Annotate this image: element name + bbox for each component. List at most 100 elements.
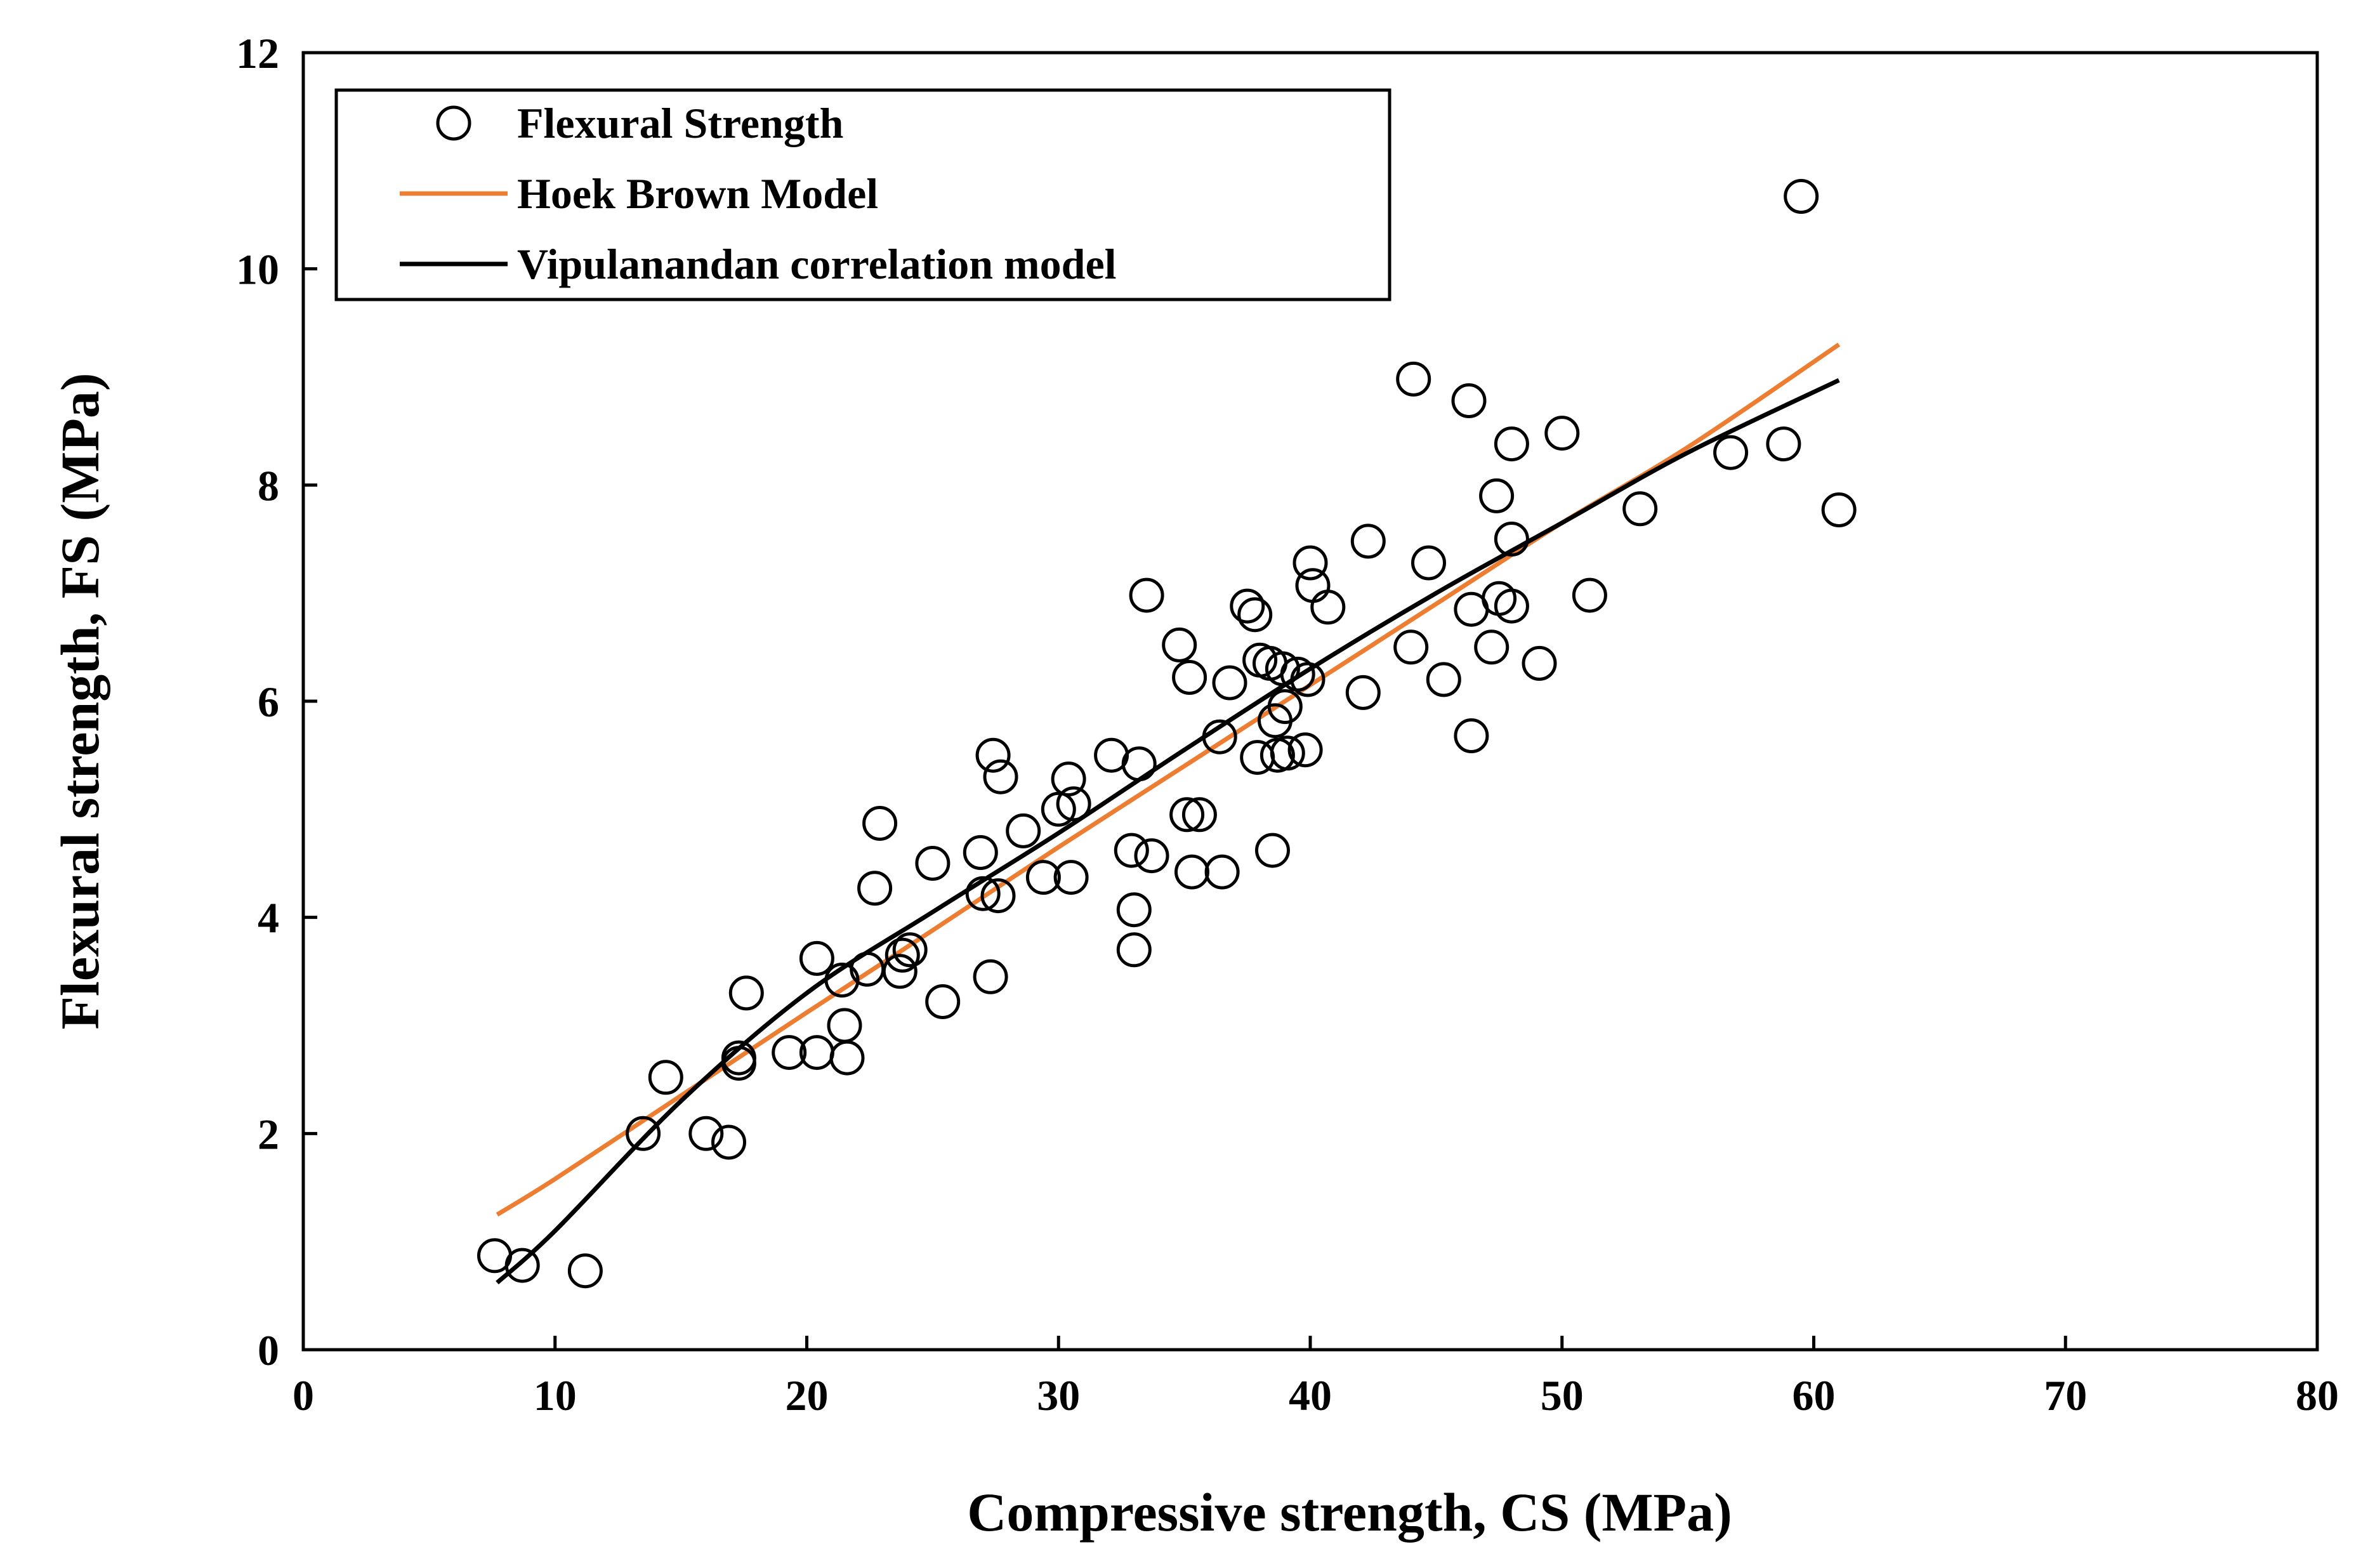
data-point <box>1454 718 1489 753</box>
data-point <box>1116 892 1152 928</box>
data-point <box>1053 860 1089 895</box>
data-point <box>1494 426 1529 462</box>
data-point <box>829 1040 865 1076</box>
data-point <box>1270 735 1305 771</box>
data-point <box>1474 629 1510 665</box>
data-point <box>1129 577 1164 613</box>
data-point <box>1202 719 1237 754</box>
y-tick-label: 8 <box>258 461 279 510</box>
data-point <box>1345 675 1381 710</box>
data-point <box>1451 383 1487 418</box>
legend-box <box>334 88 1391 301</box>
y-axis-ticks: 0 2 4 6 8 10 12 <box>236 29 317 1374</box>
data-point <box>1396 361 1431 397</box>
y-axis-title: Flexural strength, FS (MPa) <box>49 372 110 1029</box>
data-point <box>1290 662 1325 697</box>
y-tick-label: 0 <box>258 1326 279 1374</box>
data-point <box>965 876 1001 911</box>
data-point <box>1713 435 1749 470</box>
data-point <box>648 1060 683 1095</box>
data-point <box>980 878 1016 914</box>
data-point <box>721 1040 756 1076</box>
data-point <box>892 932 928 968</box>
data-point <box>1255 833 1290 868</box>
x-tick-label: 30 <box>1037 1371 1080 1420</box>
data-point <box>1134 838 1169 874</box>
legend-label-vipulanandan: Vipulanandan correlation model <box>517 240 1117 288</box>
data-point <box>1041 791 1076 827</box>
legend: Flexural Strength Hoek Brown Model Vipul… <box>334 88 1391 301</box>
x-tick-label: 60 <box>1792 1371 1836 1420</box>
data-point <box>1025 860 1061 895</box>
data-point <box>1172 660 1207 695</box>
model-lines <box>496 343 1841 1285</box>
x-tick-label: 50 <box>1541 1371 1584 1420</box>
data-point <box>1350 524 1386 559</box>
y-tick-label: 2 <box>258 1110 279 1158</box>
data-point <box>772 1035 807 1071</box>
data-point <box>1265 651 1300 687</box>
data-point <box>1169 797 1205 833</box>
data-point <box>1766 426 1801 462</box>
data-point <box>862 806 898 841</box>
x-tick-label: 80 <box>2296 1371 2339 1420</box>
data-point <box>983 759 1018 794</box>
x-tick-label: 20 <box>786 1371 829 1420</box>
data-point <box>1006 813 1041 848</box>
legend-marker-flexural <box>436 105 471 141</box>
data-point <box>504 1248 540 1283</box>
x-tick-label: 10 <box>534 1371 577 1420</box>
data-point <box>1181 797 1217 833</box>
data-point <box>1267 689 1303 724</box>
data-point <box>963 835 998 870</box>
data-point <box>1821 492 1857 527</box>
data-point <box>1051 761 1086 797</box>
legend-label-hoek: Hoek Brown Model <box>517 169 878 218</box>
data-point <box>1784 179 1819 214</box>
data-point <box>915 846 950 881</box>
data-point <box>1212 665 1247 701</box>
data-point <box>925 984 961 1019</box>
data-point <box>1204 854 1240 890</box>
data-point <box>711 1124 746 1160</box>
x-tick-label: 0 <box>293 1371 314 1420</box>
data-point <box>885 937 920 973</box>
data-point <box>626 1116 661 1151</box>
data-point <box>1479 478 1515 513</box>
data-point <box>1494 522 1529 557</box>
data-point <box>1393 629 1429 665</box>
x-tick-label: 70 <box>2044 1371 2087 1420</box>
data-point <box>1162 627 1197 662</box>
data-point <box>799 940 834 976</box>
data-point <box>1056 786 1091 822</box>
data-point <box>1494 588 1529 624</box>
y-tick-label: 12 <box>236 29 279 77</box>
data-point <box>728 975 764 1011</box>
data-point <box>1426 662 1461 697</box>
data-point <box>1287 732 1323 768</box>
flexural-strength-points <box>477 179 1857 1289</box>
data-point <box>975 737 1011 773</box>
data-point <box>1116 932 1152 968</box>
x-tick-label: 40 <box>1289 1371 1332 1420</box>
vipulanandan-line <box>496 378 1840 1285</box>
data-point <box>1622 491 1658 527</box>
data-point <box>1522 645 1557 681</box>
data-point <box>1544 416 1580 451</box>
data-point <box>1230 588 1265 624</box>
y-tick-label: 6 <box>258 678 279 726</box>
data-point <box>1121 746 1157 782</box>
data-point <box>688 1116 724 1151</box>
data-point <box>1114 833 1149 868</box>
legend-label-flexural: Flexural Strength <box>517 99 843 147</box>
data-point <box>857 871 893 906</box>
y-tick-label: 10 <box>236 246 279 294</box>
data-point <box>1310 590 1346 625</box>
data-point <box>973 959 1008 994</box>
data-point <box>1237 597 1273 633</box>
data-point <box>1572 577 1607 613</box>
x-axis-title: Compressive strength, CS (MPa) <box>967 1482 1732 1543</box>
y-tick-label: 4 <box>258 894 279 942</box>
data-point <box>1411 545 1446 581</box>
